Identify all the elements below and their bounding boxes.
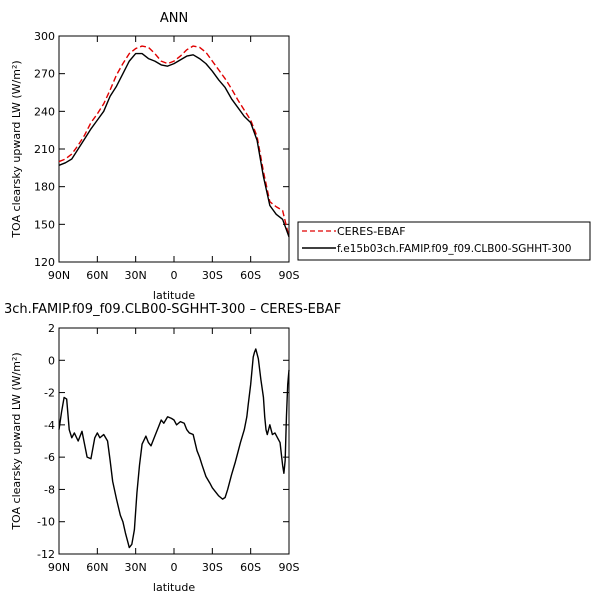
x-tick-label: 60S: [240, 269, 261, 282]
panel-bottom-series: [58, 348, 290, 549]
x-tick-label: 0: [171, 269, 178, 282]
y-tick-label: 180: [34, 181, 55, 194]
legend: CERES-EBAF f.e15b03ch.FAMIP.f09_f09.CLB0…: [297, 221, 591, 261]
x-tick-label: 90S: [279, 561, 300, 574]
legend-frame: [297, 221, 591, 261]
x-tick-label: 30N: [125, 561, 147, 574]
x-tick-label: 30S: [202, 269, 223, 282]
y-tick-label: 120: [34, 256, 55, 269]
y-tick-label: -12: [37, 548, 55, 561]
panel-top-y-ticks: 300 270 240 210 180 150 120: [34, 30, 289, 269]
y-tick-label: -8: [44, 483, 55, 496]
panel-bottom: 3ch.FAMIP.f09_f09.CLB00-SGHHT-300 – CERE…: [4, 302, 341, 594]
panel-bottom-x-ticks: 90N 60N 30N 0 30S 60S 90S: [48, 328, 300, 574]
series-line-model: [58, 52, 290, 238]
y-tick-label: 0: [48, 354, 55, 367]
panel-top-xlabel: latitude: [153, 289, 195, 302]
legend-label-ceres: CERES-EBAF: [337, 225, 406, 238]
panel-top-series: [58, 45, 290, 238]
y-tick-label: 150: [34, 218, 55, 231]
x-tick-label: 60N: [86, 561, 108, 574]
x-tick-label: 30N: [125, 269, 147, 282]
x-tick-label: 30S: [202, 561, 223, 574]
x-tick-label: 90S: [279, 269, 300, 282]
legend-label-model: f.e15b03ch.FAMIP.f09_f09.CLB00-SGHHT-300: [337, 243, 571, 255]
y-tick-label: 240: [34, 105, 55, 118]
y-tick-label: 270: [34, 68, 55, 81]
panel-top-x-ticks: 90N 60N 30N 0 30S 60S 90S: [48, 36, 300, 282]
panel-top-ylabel: TOA clearsky upward LW (W/m²): [10, 60, 23, 238]
y-tick-label: -2: [44, 387, 55, 400]
panel-bottom-ylabel: TOA clearsky upward LW (W/m²): [10, 352, 23, 530]
x-tick-label: 60S: [240, 561, 261, 574]
y-tick-label: 300: [34, 30, 55, 43]
y-tick-label: -4: [44, 419, 55, 432]
panel-bottom-title: 3ch.FAMIP.f09_f09.CLB00-SGHHT-300 – CERE…: [4, 302, 341, 317]
series-line-difference: [58, 348, 290, 549]
panel-top-title: ANN: [160, 11, 188, 26]
x-tick-label: 0: [171, 561, 178, 574]
x-tick-label: 60N: [86, 269, 108, 282]
y-tick-label: 2: [48, 322, 55, 335]
panel-bottom-xlabel: latitude: [153, 581, 195, 594]
y-tick-label: -10: [37, 516, 55, 529]
y-tick-label: -6: [44, 451, 55, 464]
panel-top-frame: [58, 35, 290, 263]
y-tick-label: 210: [34, 143, 55, 156]
x-tick-label: 90N: [48, 561, 70, 574]
panel-top: ANN 300 270 240 210 180 150 120 90N 60N 30N 0 30S 6…: [10, 11, 300, 302]
panel-bottom-y-ticks: 2 0 -2 -4 -6 -8 -10 -12: [37, 322, 289, 561]
series-line-ceres-ebaf: [58, 45, 290, 238]
x-tick-label: 90N: [48, 269, 70, 282]
